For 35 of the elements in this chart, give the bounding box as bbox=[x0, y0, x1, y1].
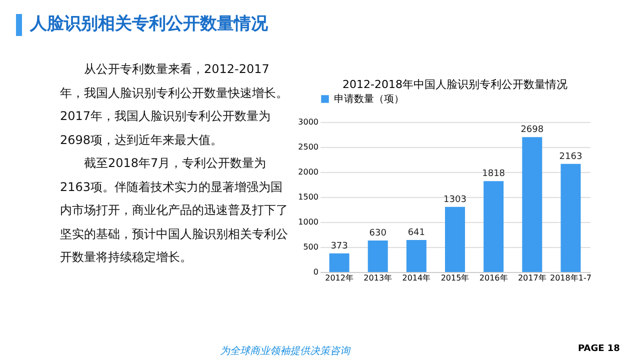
chart-title: 2012-2018年中国人脸识别专利公开数量情况 bbox=[342, 78, 568, 91]
y-tick-label: 1500 bbox=[298, 192, 318, 202]
y-tick-label: 3000 bbox=[298, 118, 318, 126]
data-label: 2163 bbox=[559, 152, 582, 162]
x-tick-label: 2015年 bbox=[440, 274, 470, 282]
x-tick-label: 2013年 bbox=[364, 274, 392, 282]
y-tick-label: 1000 bbox=[298, 218, 318, 226]
x-tick-label: 2014年 bbox=[402, 274, 431, 282]
x-tick-label: 2012年 bbox=[325, 274, 354, 282]
legend-label: 申请数量（项） bbox=[334, 93, 404, 105]
data-label: 1303 bbox=[444, 194, 466, 205]
text: 截至2018年7月，专利公开数量为2163项。伴随着技术实力的显著增强为国内市场打开，商业化产品的迅速普及打下了坚实的基础，预计中国人脸识别相关专利公开数量将持续稳定增长。 bbox=[60, 155, 288, 266]
y-tick-label: 2000 bbox=[298, 168, 318, 176]
x-tick-label: 2018年1-7 bbox=[550, 274, 592, 282]
bar bbox=[368, 240, 388, 272]
x-tick-label: 2016年 bbox=[479, 274, 508, 282]
text: 从公开专利数量来看，2012-2017年，我国人脸识别专利公开数量快速增长。2017年，我国人脸识别专利公开数量为2698项，达到近年来最大值。 bbox=[60, 61, 288, 148]
data-label: 641 bbox=[408, 228, 426, 238]
bar bbox=[329, 253, 350, 272]
text: 人脸识别相关专利公开数量情况 bbox=[30, 13, 268, 35]
bar bbox=[406, 240, 426, 272]
bar bbox=[484, 181, 504, 272]
bar bbox=[522, 137, 542, 272]
text: PAGE 18 bbox=[578, 344, 620, 354]
data-label: 2698 bbox=[520, 125, 544, 136]
text: 为全球商业领袖提供决策咨询 bbox=[220, 344, 350, 358]
data-label: 630 bbox=[369, 228, 387, 238]
y-tick-label: 2500 bbox=[298, 142, 318, 152]
y-tick-label: 500 bbox=[303, 242, 318, 252]
bar bbox=[560, 164, 581, 272]
x-tick-label: 2017年 bbox=[518, 274, 546, 282]
y-tick-label: 0 bbox=[313, 268, 318, 276]
bar bbox=[445, 206, 465, 272]
data-label: 1818 bbox=[482, 169, 506, 180]
data-label: 373 bbox=[330, 241, 348, 252]
